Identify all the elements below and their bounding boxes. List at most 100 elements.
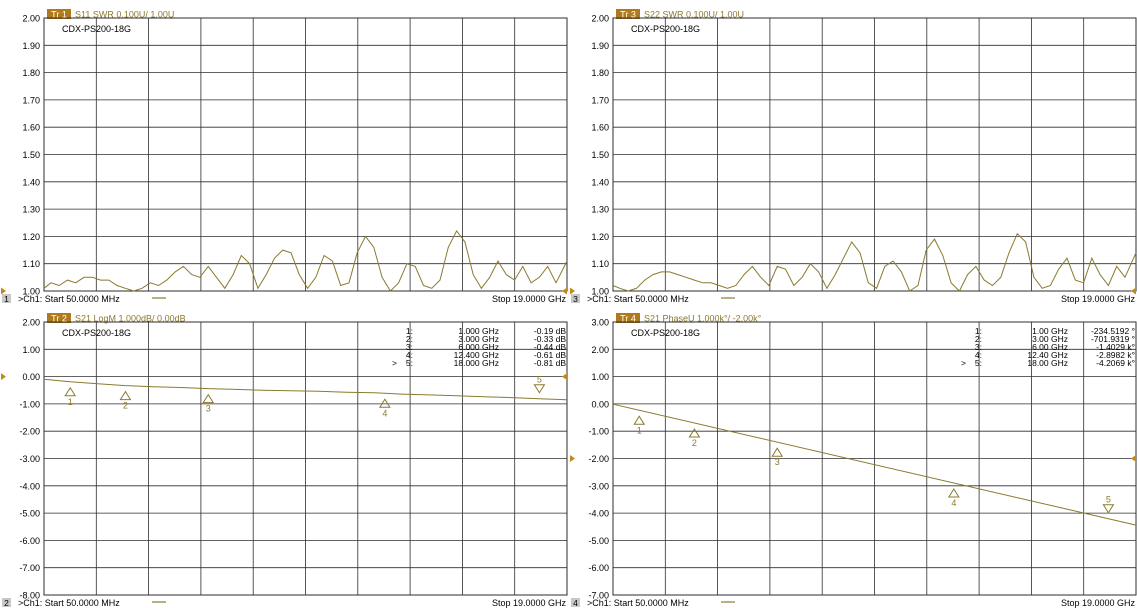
chart-svg-s22: Tr 3 S22 SWR 0.100U/ 1.00U 2.00 1.90 1.80 1.7… — [569, 0, 1137, 304]
marker-readout-number: 4: — [406, 350, 413, 360]
y-tick-label: 1.90 — [591, 41, 609, 51]
y-tick-label: -7.00 — [19, 563, 40, 573]
marker-number: 4 — [951, 498, 956, 508]
trace-line — [43, 378, 568, 401]
trace-title: S22 SWR 0.100U/ 1.00U — [644, 10, 744, 20]
marker-readout-frequency: 12.40 GHz — [1027, 350, 1068, 360]
channel-number: 2 — [4, 598, 9, 608]
reference-arrow-left — [1, 373, 6, 381]
marker-readout-value: -0.61 dB — [534, 350, 566, 360]
y-tick-label: -3.00 — [588, 481, 609, 491]
y-tick-label: 1.10 — [591, 259, 609, 269]
channel-number-badge — [2, 598, 11, 607]
trace-line — [612, 403, 1137, 526]
marker-number: 5 — [1106, 495, 1111, 505]
marker-triangle — [533, 384, 546, 394]
y-tick-label: 2.00 — [22, 318, 40, 328]
marker-triangle — [1102, 504, 1115, 514]
marker-readout-frequency: 6.000 GHz — [458, 342, 499, 352]
marker-readout-number: 1: — [406, 326, 413, 336]
panel-background — [0, 304, 568, 608]
panel-background — [0, 0, 568, 304]
marker-triangle — [688, 428, 701, 438]
reference-arrow-right — [562, 287, 567, 295]
marker-active-indicator: > — [392, 358, 397, 368]
trace-badge — [47, 313, 71, 323]
y-tick-label: 1.30 — [591, 205, 609, 215]
y-tick-label: -1.00 — [19, 399, 40, 409]
chart-panel-s22: Tr 3 S22 SWR 0.100U/ 1.00U 2.00 1.90 1.80 1.7… — [569, 0, 1137, 304]
marker-number: 4 — [382, 408, 387, 418]
y-tick-label: 1.30 — [22, 205, 40, 215]
reference-arrow-right — [1131, 455, 1136, 462]
y-tick-label: 1.20 — [591, 232, 609, 242]
chart-svg-s21-phase: Tr 4 S21 PhaseU 1.000k°/ -2.00k° 3.00 2.00 1… — [569, 304, 1137, 608]
channel-number: 3 — [573, 294, 578, 304]
reference-arrow-right — [1131, 287, 1136, 295]
trace-badge — [47, 9, 71, 19]
chart-panel-s21-logm: Tr 2 S21 LogM 1.000dB/ 0.00dB 2.00 1.00 0.00… — [0, 304, 568, 608]
reference-arrow-left — [570, 287, 575, 295]
marker-readout-number: 4: — [975, 350, 982, 360]
trace-badge-label: Tr 4 — [620, 314, 636, 324]
y-tick-label: -6.00 — [588, 563, 609, 573]
marker-readout-number: 3: — [975, 342, 982, 352]
y-tick-label: 1.40 — [591, 177, 609, 187]
y-tick-label: 3.00 — [591, 318, 609, 328]
channel-number-badge — [571, 294, 580, 303]
marker-readout-value: -0.44 dB — [534, 342, 566, 352]
trace-badge — [616, 313, 640, 323]
trace-line — [612, 232, 1137, 292]
marker-number: 3 — [775, 457, 780, 467]
channel-number: 1 — [4, 294, 9, 304]
marker-triangle — [64, 386, 77, 397]
marker-readout-value: -0.81 dB — [534, 358, 566, 368]
marker-readout-number: 1: — [975, 326, 982, 336]
footer-start: >Ch1: Start 50.0000 MHz — [587, 598, 689, 608]
marker-readout-number: 5: — [975, 358, 982, 368]
channel-number-badge — [571, 598, 580, 607]
y-tick-label: 1.70 — [591, 95, 609, 105]
channel-number-badge — [2, 294, 11, 303]
panel-background — [569, 0, 1137, 304]
channel-number: 4 — [573, 598, 578, 608]
y-tick-label: 1.90 — [22, 41, 40, 51]
marker-readout-number: 2: — [406, 334, 413, 344]
y-tick-label: -4.00 — [19, 481, 40, 491]
reference-arrow-right — [562, 373, 567, 381]
trace-title: S11 SWR 0.100U/ 1.00U — [75, 10, 174, 20]
trace-badge-label: Tr 1 — [51, 10, 67, 20]
trace-badge-label: Tr 3 — [620, 10, 636, 20]
y-tick-label: 1.40 — [22, 177, 40, 187]
y-tick-label: 1.60 — [22, 123, 40, 133]
y-tick-label: -2.00 — [588, 454, 609, 464]
footer-stop: Stop 19.0000 GHz — [492, 294, 567, 304]
marker-readout-frequency: 18.00 GHz — [1027, 358, 1068, 368]
y-tick-label: 0.00 — [591, 399, 609, 409]
y-tick-label: -3.00 — [19, 454, 40, 464]
marker-number: 3 — [206, 404, 211, 414]
panel-background — [569, 304, 1137, 608]
marker-number: 5 — [537, 375, 542, 385]
device-label: CDX-PS200-18G — [631, 24, 700, 34]
y-tick-label: 1.00 — [22, 345, 40, 355]
marker-number: 2 — [692, 438, 697, 448]
chart-panel-s11: Tr 1 S11 SWR 0.100U/ 1.00U 2.00 1.90 1.80 1.7… — [0, 0, 568, 304]
y-tick-label: 1.80 — [22, 68, 40, 78]
trace-badge-label: Tr 2 — [51, 314, 67, 324]
marker-readout-frequency: 12.400 GHz — [454, 350, 499, 360]
marker-readout-frequency: 1.00 GHz — [1032, 326, 1068, 336]
marker-readout-number: 3: — [406, 342, 413, 352]
device-label: CDX-PS200-18G — [62, 328, 131, 338]
marker-readout-value: -1.4029 k° — [1096, 342, 1135, 352]
marker-readout-frequency: 1.000 GHz — [458, 326, 499, 336]
y-tick-label: 1.00 — [591, 287, 609, 297]
marker-active-indicator: > — [961, 358, 966, 368]
marker-readout-frequency: 18.000 GHz — [454, 358, 499, 368]
trace-line — [43, 229, 568, 292]
y-tick-label: 1.50 — [591, 150, 609, 160]
marker-number: 1 — [637, 425, 642, 435]
y-tick-label: 1.10 — [22, 259, 40, 269]
reference-arrow-left — [1, 287, 6, 295]
marker-number: 1 — [68, 397, 73, 407]
